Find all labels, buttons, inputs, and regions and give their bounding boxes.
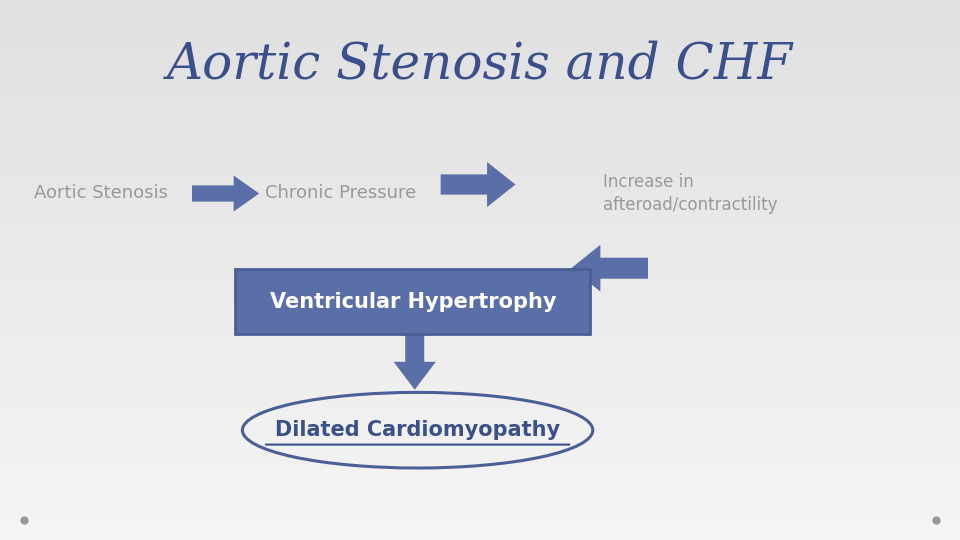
- Text: Chronic Pressure: Chronic Pressure: [265, 185, 417, 202]
- FancyBboxPatch shape: [235, 269, 590, 334]
- Text: Increase in
afteroad/contractility: Increase in afteroad/contractility: [603, 173, 778, 214]
- Text: Dilated Cardiomyopathy: Dilated Cardiomyopathy: [275, 420, 561, 440]
- Text: Ventricular Hypertrophy: Ventricular Hypertrophy: [270, 292, 556, 312]
- Text: Aortic Stenosis and CHF: Aortic Stenosis and CHF: [167, 40, 793, 90]
- Text: Aortic Stenosis: Aortic Stenosis: [34, 185, 168, 202]
- Polygon shape: [571, 245, 648, 292]
- Polygon shape: [441, 162, 516, 207]
- Polygon shape: [394, 334, 436, 390]
- Polygon shape: [192, 176, 259, 212]
